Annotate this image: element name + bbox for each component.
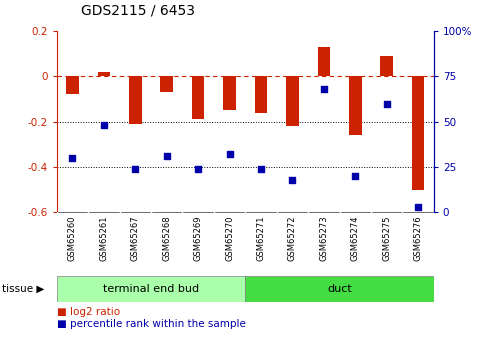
Point xyxy=(100,122,108,128)
Text: duct: duct xyxy=(327,284,352,294)
Bar xyxy=(317,47,330,76)
Text: GSM65273: GSM65273 xyxy=(319,215,328,261)
Bar xyxy=(129,76,141,124)
Text: GSM65275: GSM65275 xyxy=(382,215,391,261)
Bar xyxy=(66,76,79,95)
Bar xyxy=(286,76,299,126)
Bar xyxy=(245,276,434,302)
Bar xyxy=(98,72,110,76)
Text: GSM65271: GSM65271 xyxy=(256,215,266,261)
Text: ■ percentile rank within the sample: ■ percentile rank within the sample xyxy=(57,319,246,329)
Bar xyxy=(412,76,424,189)
Point xyxy=(69,155,76,160)
Point xyxy=(288,177,296,182)
Point xyxy=(194,166,202,171)
Point xyxy=(383,101,390,106)
Point xyxy=(163,153,171,159)
Bar xyxy=(192,76,205,119)
Text: GSM65268: GSM65268 xyxy=(162,215,171,261)
Bar xyxy=(57,276,245,302)
Bar xyxy=(160,76,173,92)
Text: GSM65276: GSM65276 xyxy=(414,215,423,261)
Text: GSM65272: GSM65272 xyxy=(288,215,297,261)
Text: ■ log2 ratio: ■ log2 ratio xyxy=(57,307,120,317)
Text: tissue ▶: tissue ▶ xyxy=(2,284,45,294)
Point xyxy=(352,173,359,179)
Bar xyxy=(349,76,361,135)
Text: GSM65270: GSM65270 xyxy=(225,215,234,261)
Text: GSM65261: GSM65261 xyxy=(99,215,108,261)
Text: GSM65274: GSM65274 xyxy=(351,215,360,261)
Bar xyxy=(381,56,393,76)
Text: terminal end bud: terminal end bud xyxy=(103,284,199,294)
Text: GSM65269: GSM65269 xyxy=(194,215,203,261)
Bar xyxy=(223,76,236,110)
Text: GSM65260: GSM65260 xyxy=(68,215,77,261)
Point xyxy=(320,86,328,92)
Point xyxy=(257,166,265,171)
Bar xyxy=(255,76,267,112)
Point xyxy=(414,204,422,209)
Point xyxy=(131,166,139,171)
Point xyxy=(226,151,234,157)
Text: GDS2115 / 6453: GDS2115 / 6453 xyxy=(81,3,195,17)
Text: GSM65267: GSM65267 xyxy=(131,215,140,261)
